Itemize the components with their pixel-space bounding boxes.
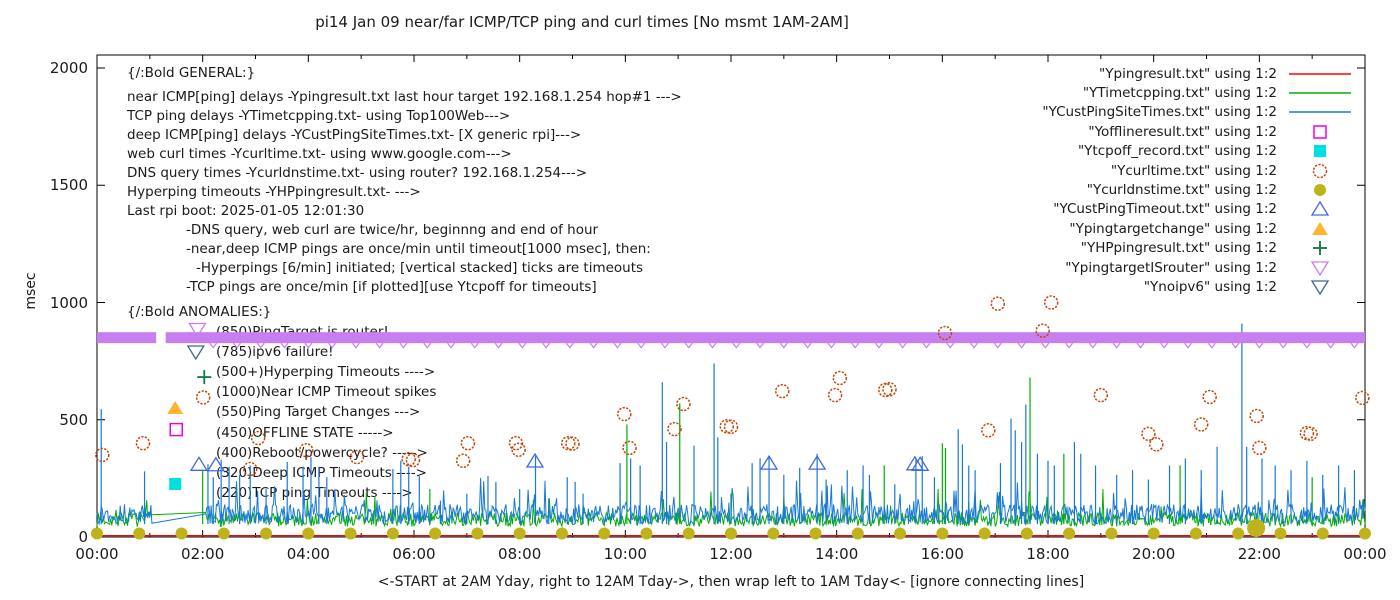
x-tick-label: 06:00	[392, 545, 436, 563]
x-tick-label: 18:00	[1026, 545, 1070, 563]
anomaly-line: (785)ipv6 failure!	[216, 344, 334, 361]
series-YHPpingresult	[197, 370, 212, 385]
legend-item-Ypingresult: "Ypingresult.txt" using 1:2	[1042, 64, 1353, 83]
general-line: Last rpi boot: 2025-01-05 12:01:30	[127, 203, 365, 219]
legend-label: "Ycurltime.txt" using 1:2	[1110, 162, 1277, 179]
legend-item-Ycurldnstime: "Ycurldnstime.txt" using 1:2	[1042, 180, 1353, 199]
legend-label: "YCustPingSiteTimes.txt" using 1:2	[1042, 104, 1277, 121]
x-tick-label: 00:00	[1343, 545, 1387, 563]
legend-label: "Ycurldnstime.txt" using 1:2	[1086, 182, 1277, 199]
legend-circle-open-icon	[1312, 163, 1328, 178]
legend-label: "Ytcpoff_record.txt" using 1:2	[1077, 143, 1277, 160]
legend-square-open-icon	[1313, 125, 1327, 139]
series-Ytcpoff_record	[169, 478, 182, 491]
legend-item-Ycurltime: "Ycurltime.txt" using 1:2	[1042, 161, 1353, 180]
x-tick-label: 14:00	[815, 545, 859, 563]
anomaly-line: (500+)Hyperping Timeouts ---->	[216, 364, 436, 381]
y-tick-label: 1000	[49, 293, 88, 312]
general-line: -near,deep ICMP pings are once/min until…	[186, 241, 651, 257]
series-YCustPingTimeout	[189, 452, 930, 472]
general-line: -Hyperpings [6/min] initiated; [vertical…	[196, 260, 644, 276]
legend-item-YTimetcpping: "YTimetcpping.txt" using 1:2	[1042, 83, 1353, 102]
anomalies-header: {/:Bold ANOMALIES:}	[127, 304, 272, 320]
series-Ycurldnstime	[91, 519, 1371, 540]
legend: "Ypingresult.txt" using 1:2 "YTimetcpping…	[1042, 64, 1353, 297]
series-Yofflineresult	[169, 422, 183, 437]
x-tick-label: 10:00	[603, 545, 647, 563]
legend-circle-filled-icon	[1314, 184, 1326, 197]
legend-line-sample	[1289, 72, 1351, 75]
legend-item-YpingtargetISrouter: "YpingtargetISrouter" using 1:2	[1042, 258, 1353, 277]
series-Ycurltime	[95, 295, 1370, 477]
series-Ynoipv6	[186, 345, 205, 361]
x-tick-label: 20:00	[1132, 545, 1176, 563]
general-line: Hyperping timeouts -YHPpingresult.txt- -…	[127, 184, 421, 200]
legend-item-YCustPingTimeout: "YCustPingTimeout.txt" using 1:2	[1042, 200, 1353, 219]
anomaly-line: (1000)Near ICMP Timeout spikes	[216, 384, 437, 401]
x-tick-label: 08:00	[498, 545, 542, 563]
x-tick-label: 12:00	[709, 545, 753, 563]
legend-plus-icon	[1313, 241, 1327, 256]
legend-item-Ytcpoff_record: "Ytcpoff_record.txt" using 1:2	[1042, 142, 1353, 161]
x-tick-label: 22:00	[1237, 545, 1281, 563]
legend-square-filled-icon	[1314, 145, 1326, 158]
legend-triangle-down-open-icon	[1310, 280, 1330, 296]
x-tick-label: 04:00	[286, 545, 330, 563]
legend-label: "YCustPingTimeout.txt" using 1:2	[1053, 201, 1277, 218]
legend-line-sample	[1289, 111, 1351, 114]
series-Ypingtargetchange	[167, 401, 184, 415]
x-tick-label: 00:00	[75, 545, 119, 563]
legend-item-Ypingtargetchange: "Ypingtargetchange" using 1:2	[1042, 219, 1353, 238]
x-tick-label: 16:00	[920, 545, 964, 563]
legend-label: "YpingtargetISrouter" using 1:2	[1065, 259, 1277, 276]
legend-label: "Yofflineresult.txt" using 1:2	[1088, 123, 1277, 140]
y-tick-label: 1500	[49, 176, 88, 195]
legend-triangle-up-filled-icon	[1312, 221, 1328, 235]
x-tick-label: 02:00	[181, 545, 225, 563]
legend-label: "Ypingtargetchange" using 1:2	[1069, 220, 1277, 237]
y-tick-label: 0	[78, 528, 88, 546]
legend-label: "Ynoipv6" using 1:2	[1143, 278, 1277, 295]
general-line: deep ICMP[ping] delays -YCustPingSiteTim…	[127, 127, 582, 143]
general-line: web curl times -Ycurltime.txt- using www…	[127, 146, 512, 162]
y-tick-label: 500	[59, 410, 88, 429]
legend-triangle-down-open-icon	[1310, 260, 1330, 276]
series-YpingtargetISrouter	[97, 322, 1365, 349]
general-line: -DNS query, web curl are twice/hr, begin…	[186, 222, 599, 238]
general-line: -TCP pings are once/min [if plotted][use…	[186, 279, 597, 295]
chart-title: pi14 Jan 09 near/far ICMP/TCP ping and c…	[315, 13, 849, 31]
general-line: DNS query times -Ycurldnstime.txt- using…	[127, 165, 588, 181]
legend-item-YHPpingresult: "YHPpingresult.txt" using 1:2	[1042, 239, 1353, 258]
legend-item-Yofflineresult: "Yofflineresult.txt" using 1:2	[1042, 122, 1353, 141]
y-tick-label: 2000	[49, 59, 88, 77]
general-header: {/:Bold GENERAL:}	[127, 65, 256, 81]
anomaly-line: (550)Ping Target Changes --->	[216, 404, 421, 421]
legend-item-YCustPingSiteTimes: "YCustPingSiteTimes.txt" using 1:2	[1042, 103, 1353, 122]
x-axis-title: <-START at 2AM Yday, right to 12AM Tday-…	[377, 574, 1085, 590]
legend-label: "YTimetcpping.txt" using 1:2	[1082, 85, 1277, 102]
legend-triangle-up-open-icon	[1310, 201, 1330, 217]
general-line: TCP ping delays -YTimetcpping.txt- using…	[127, 108, 511, 124]
general-line: near ICMP[ping] delays -Ypingresult.txt …	[127, 89, 682, 105]
legend-label: "Ypingresult.txt" using 1:2	[1099, 65, 1277, 82]
legend-item-Ynoipv6: "Ynoipv6" using 1:2	[1042, 277, 1353, 296]
anomaly-line: (320)Deep ICMP Timeouts ---->	[216, 464, 427, 481]
legend-label: "YHPpingresult.txt" using 1:2	[1080, 240, 1277, 257]
legend-line-sample	[1289, 92, 1351, 94]
